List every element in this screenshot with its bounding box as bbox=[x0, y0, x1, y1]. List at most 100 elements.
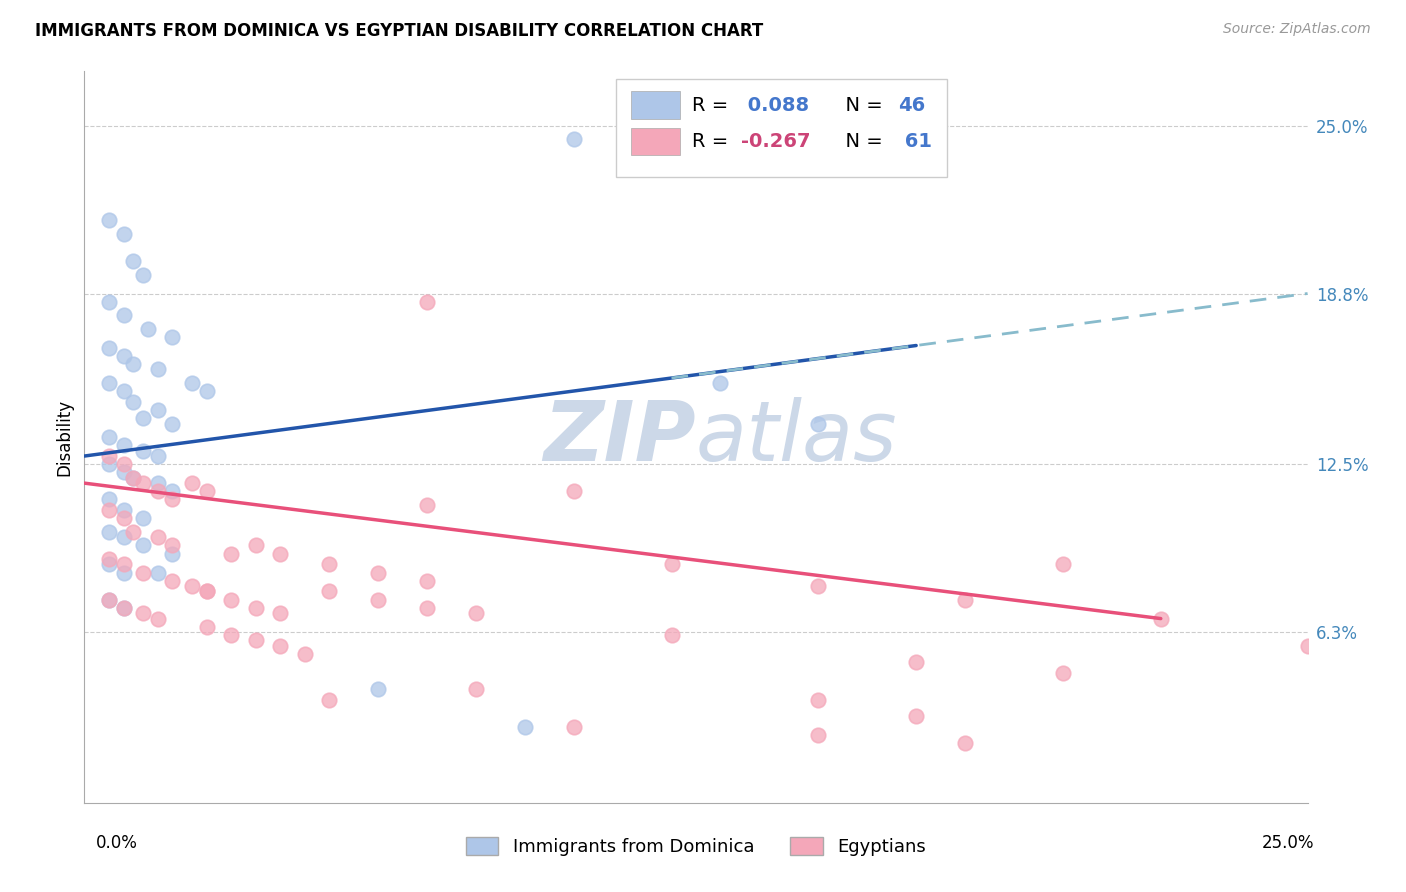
Point bbox=[709, 376, 731, 390]
Point bbox=[181, 476, 204, 491]
Point bbox=[661, 558, 683, 572]
Text: 61: 61 bbox=[898, 132, 932, 151]
Point bbox=[162, 492, 184, 507]
Point bbox=[513, 720, 536, 734]
Point bbox=[146, 449, 169, 463]
Point bbox=[318, 584, 340, 599]
Point bbox=[97, 294, 120, 309]
Text: 0.0%: 0.0% bbox=[96, 834, 138, 852]
Point bbox=[367, 592, 389, 607]
Point bbox=[162, 538, 184, 552]
Point bbox=[807, 728, 830, 742]
Point bbox=[195, 384, 218, 398]
Point bbox=[1052, 665, 1074, 680]
Point bbox=[97, 592, 120, 607]
Point bbox=[112, 308, 135, 322]
Point bbox=[195, 484, 218, 499]
Point bbox=[97, 376, 120, 390]
Point bbox=[132, 538, 155, 552]
Point bbox=[97, 558, 120, 572]
Point bbox=[953, 592, 976, 607]
Point bbox=[318, 693, 340, 707]
Point bbox=[416, 600, 439, 615]
Point bbox=[162, 484, 184, 499]
Point bbox=[97, 449, 120, 463]
Point bbox=[112, 227, 135, 241]
Point bbox=[132, 411, 155, 425]
Text: IMMIGRANTS FROM DOMINICA VS EGYPTIAN DISABILITY CORRELATION CHART: IMMIGRANTS FROM DOMINICA VS EGYPTIAN DIS… bbox=[35, 22, 763, 40]
Point bbox=[97, 524, 120, 539]
Point bbox=[162, 417, 184, 431]
Point bbox=[1296, 639, 1319, 653]
Point bbox=[112, 503, 135, 517]
Point bbox=[807, 417, 830, 431]
Point bbox=[146, 362, 169, 376]
Text: 25.0%: 25.0% bbox=[1263, 834, 1315, 852]
Point bbox=[464, 681, 486, 696]
Text: -0.267: -0.267 bbox=[741, 132, 811, 151]
Text: N =: N = bbox=[832, 95, 889, 114]
Point bbox=[219, 592, 242, 607]
Point bbox=[136, 322, 159, 336]
Point bbox=[269, 606, 291, 620]
Point bbox=[195, 620, 218, 634]
Point bbox=[269, 639, 291, 653]
Point bbox=[181, 376, 204, 390]
Point bbox=[132, 268, 155, 282]
Point bbox=[112, 349, 135, 363]
Point bbox=[318, 558, 340, 572]
Point bbox=[416, 294, 439, 309]
Text: 46: 46 bbox=[898, 95, 925, 114]
Point bbox=[195, 584, 218, 599]
Point bbox=[146, 611, 169, 625]
Point bbox=[1052, 558, 1074, 572]
Point bbox=[112, 558, 135, 572]
Point bbox=[416, 498, 439, 512]
Point bbox=[1150, 611, 1173, 625]
Text: R =: R = bbox=[692, 95, 735, 114]
Point bbox=[112, 600, 135, 615]
Point bbox=[112, 530, 135, 544]
Point bbox=[112, 566, 135, 580]
Point bbox=[112, 465, 135, 479]
Point bbox=[112, 511, 135, 525]
Point bbox=[219, 547, 242, 561]
Point bbox=[146, 476, 169, 491]
Point bbox=[162, 574, 184, 588]
Point bbox=[661, 628, 683, 642]
Point bbox=[97, 592, 120, 607]
Point bbox=[162, 330, 184, 344]
Y-axis label: Disability: Disability bbox=[55, 399, 73, 475]
Point bbox=[162, 547, 184, 561]
Point bbox=[97, 341, 120, 355]
Point bbox=[807, 693, 830, 707]
Point bbox=[97, 457, 120, 471]
Point bbox=[112, 384, 135, 398]
Point bbox=[195, 584, 218, 599]
Point bbox=[146, 530, 169, 544]
Point bbox=[132, 443, 155, 458]
Point bbox=[112, 457, 135, 471]
Point bbox=[367, 681, 389, 696]
Point bbox=[97, 213, 120, 227]
Text: Source: ZipAtlas.com: Source: ZipAtlas.com bbox=[1223, 22, 1371, 37]
Point bbox=[245, 633, 267, 648]
Point bbox=[464, 606, 486, 620]
Point bbox=[132, 606, 155, 620]
Point bbox=[146, 484, 169, 499]
Point bbox=[181, 579, 204, 593]
Point bbox=[97, 492, 120, 507]
Point bbox=[97, 430, 120, 444]
Point bbox=[562, 132, 585, 146]
Point bbox=[953, 736, 976, 750]
Point bbox=[146, 566, 169, 580]
Point bbox=[122, 471, 145, 485]
Point bbox=[562, 484, 585, 499]
FancyBboxPatch shape bbox=[631, 91, 681, 119]
Point bbox=[97, 503, 120, 517]
Text: ZIP: ZIP bbox=[543, 397, 696, 477]
Point bbox=[416, 574, 439, 588]
Point bbox=[905, 655, 928, 669]
Point bbox=[269, 547, 291, 561]
Point bbox=[562, 720, 585, 734]
